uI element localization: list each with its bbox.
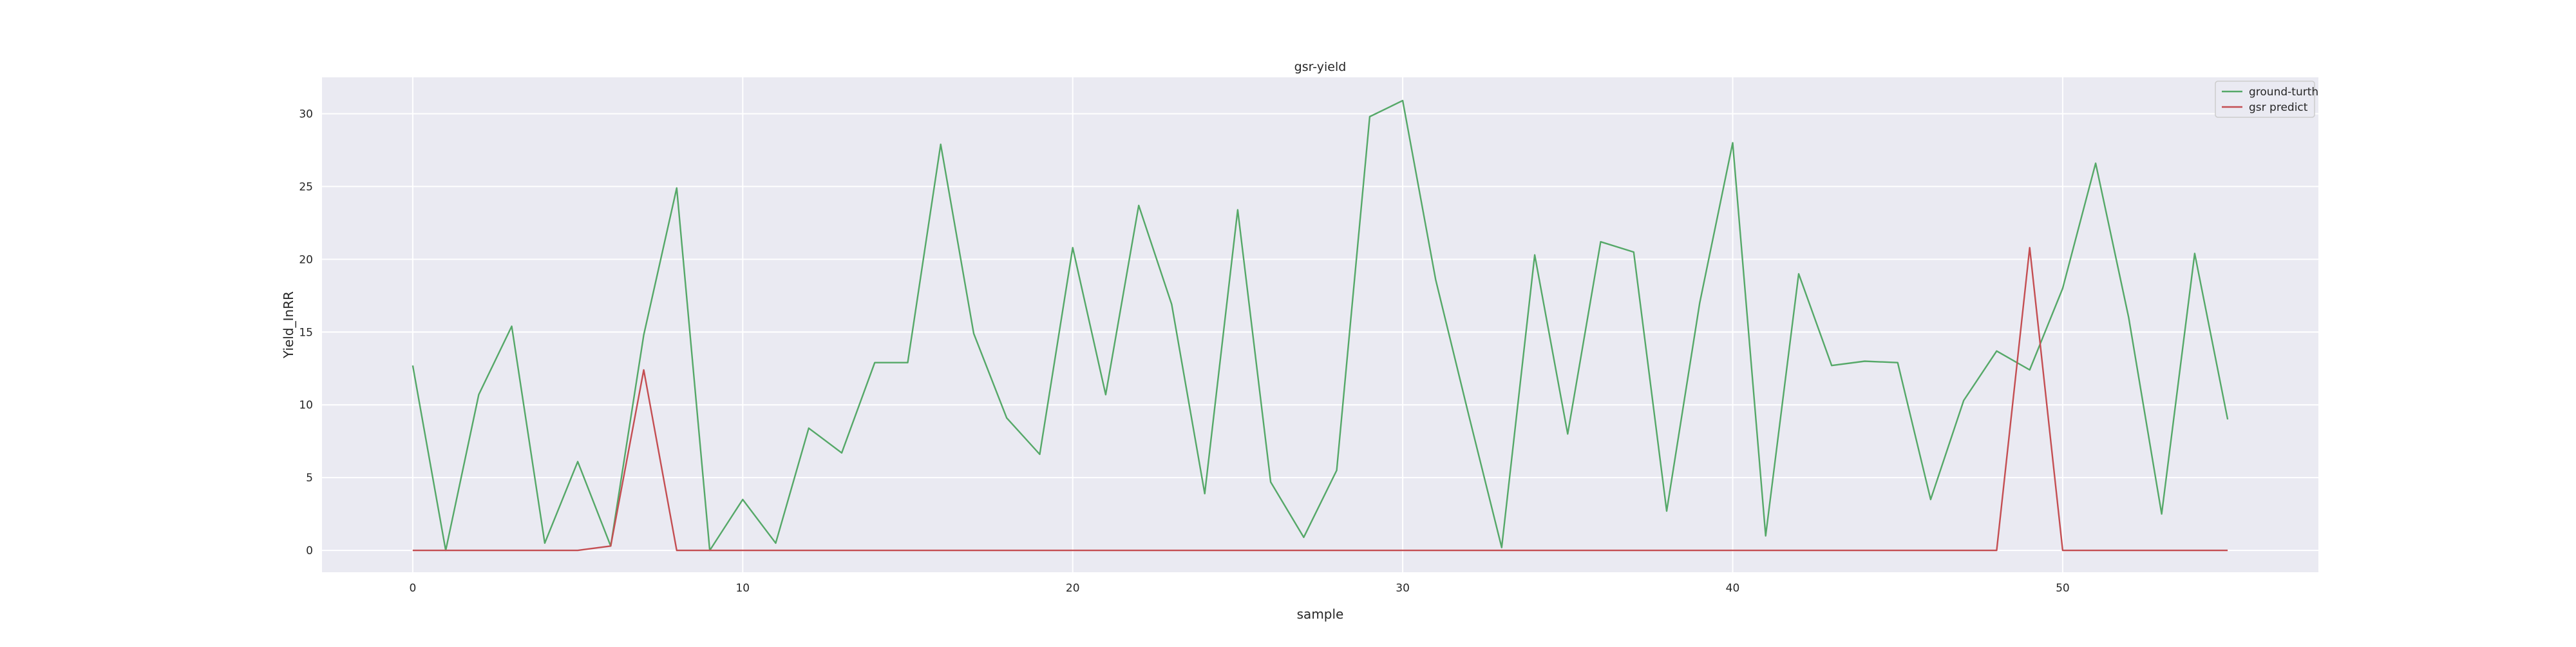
- x-tick-label: 30: [1396, 582, 1410, 595]
- y-tick-label: 30: [299, 108, 313, 121]
- plot-area: [322, 77, 2318, 572]
- x-axis-ticks: 0 10 20 30 40 50: [409, 582, 2069, 595]
- legend-label: gsr predict: [2249, 101, 2308, 114]
- y-tick-label: 15: [299, 326, 313, 339]
- y-tick-label: 5: [306, 472, 313, 485]
- y-axis-ticks: 0 5 10 15 20 25 30: [299, 108, 313, 557]
- series-line-1: [412, 247, 2228, 552]
- series-lines: [412, 99, 2229, 552]
- x-axis-label: sample: [1297, 606, 1344, 622]
- grid-lines: [322, 77, 2318, 572]
- y-tick-label: 0: [306, 545, 313, 557]
- legend: ground-turth gsr predict: [2215, 81, 2318, 118]
- chart-title: gsr-yield: [1294, 60, 1347, 74]
- x-tick-label: 50: [2056, 582, 2070, 595]
- series-line-0: [412, 99, 2229, 552]
- x-tick-label: 40: [1726, 582, 1740, 595]
- x-tick-label: 20: [1066, 582, 1080, 595]
- x-tick-label: 0: [409, 582, 416, 595]
- y-tick-label: 20: [299, 253, 313, 266]
- legend-box: [2215, 81, 2315, 118]
- x-tick-label: 10: [735, 582, 750, 595]
- y-tick-label: 10: [299, 399, 313, 412]
- legend-label: ground-turth: [2249, 86, 2318, 99]
- y-axis-label: Yield_InRR: [281, 291, 296, 359]
- y-tick-label: 25: [299, 180, 313, 193]
